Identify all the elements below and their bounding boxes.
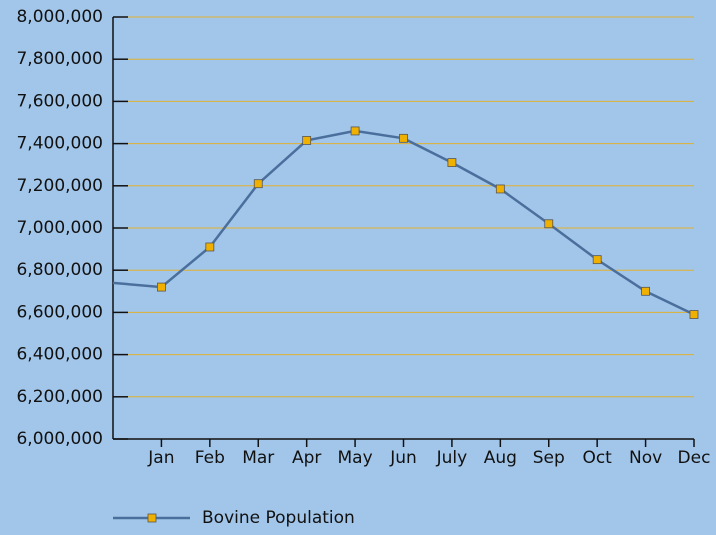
marker — [205, 242, 215, 252]
marker — [253, 179, 263, 189]
marker — [447, 158, 457, 167]
marker — [495, 184, 505, 194]
marker — [302, 136, 312, 145]
x-tick-label: Jun — [389, 448, 417, 468]
y-tick-label: 6,800,000 — [16, 260, 103, 280]
x-tick-label: Mar — [242, 448, 274, 468]
x-tick-label: Feb — [195, 448, 225, 468]
legend-marker — [147, 513, 157, 523]
x-tick-label: Nov — [629, 448, 662, 468]
marker — [689, 310, 699, 319]
y-tick-label: 6,200,000 — [16, 387, 103, 407]
x-tick-label: Apr — [292, 448, 321, 468]
legend-label: Bovine Population — [202, 508, 355, 528]
y-tick-label: 7,800,000 — [16, 49, 103, 69]
y-tick-label: 7,200,000 — [16, 176, 103, 196]
x-tick-label: Aug — [484, 448, 517, 468]
x-tick-label: Sep — [533, 448, 565, 468]
y-tick-label: 8,000,000 — [16, 7, 103, 27]
y-tick-label: 6,000,000 — [16, 429, 103, 449]
y-tick-label: 7,400,000 — [16, 134, 103, 154]
marker — [350, 126, 360, 136]
y-tick-label: 7,600,000 — [16, 91, 103, 111]
x-tick-label: Jan — [147, 448, 174, 468]
x-tick-label: July — [436, 448, 468, 468]
marker — [592, 255, 602, 265]
y-tick-label: 6,400,000 — [16, 345, 103, 365]
x-tick-label: May — [338, 448, 373, 468]
y-tick-label: 7,000,000 — [16, 218, 103, 238]
x-tick-label: Dec — [678, 448, 711, 468]
marker — [544, 219, 554, 229]
y-tick-label: 6,600,000 — [16, 302, 103, 322]
marker — [157, 282, 166, 292]
marker — [641, 286, 650, 296]
marker — [399, 133, 408, 143]
x-tick-label: Oct — [582, 448, 612, 468]
